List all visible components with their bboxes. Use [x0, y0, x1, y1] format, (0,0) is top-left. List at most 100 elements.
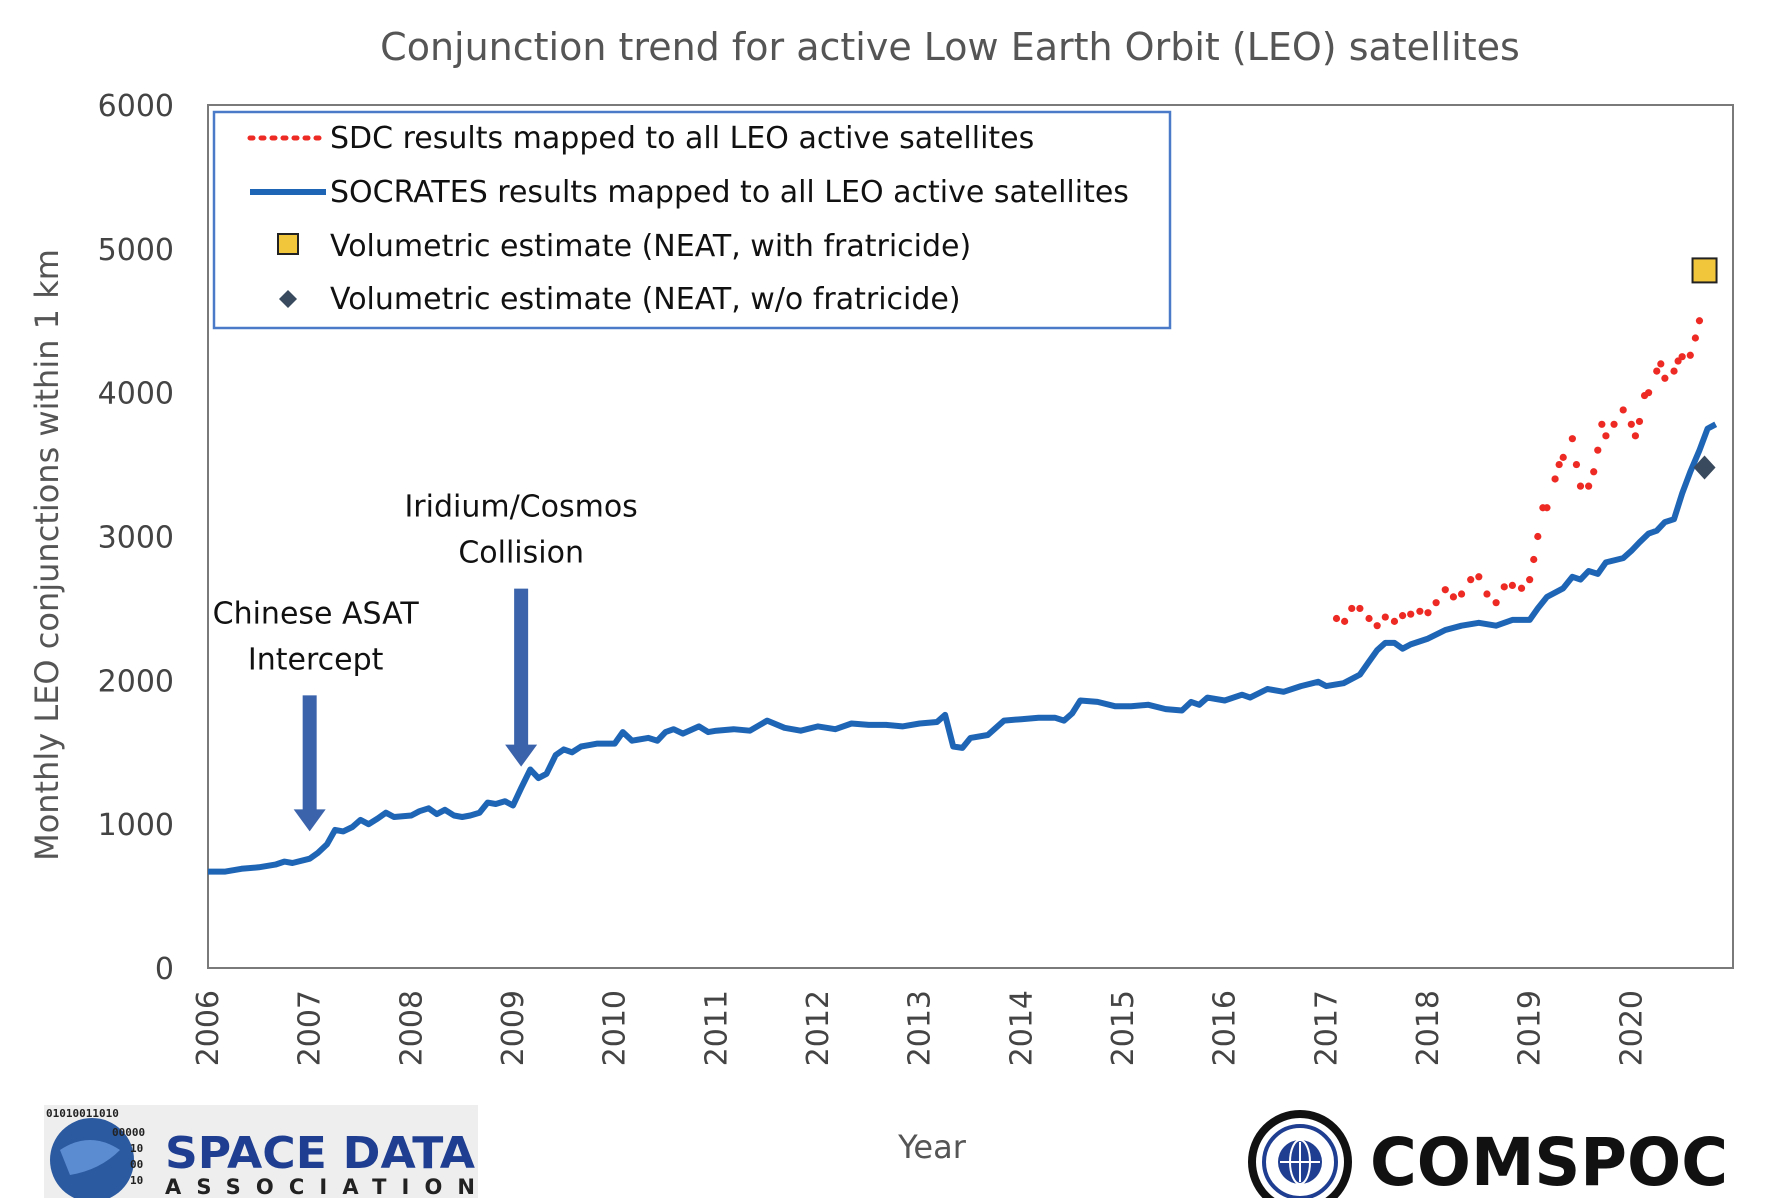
x-tick-label: 2011: [699, 990, 734, 1066]
sdc-data-point: [1585, 482, 1593, 490]
y-tick-label: 2000: [98, 664, 174, 699]
sdc-data-point: [1695, 317, 1704, 325]
sdc-data-point: [1356, 604, 1364, 613]
sdc-data-point: [1627, 420, 1635, 428]
legend-neat-with-swatch: [277, 233, 299, 255]
x-tick-label: 2018: [1411, 990, 1446, 1066]
sdc-data-point: [1653, 367, 1661, 375]
y-tick-label: 1000: [98, 808, 174, 843]
legend-sdc-label: SDC results mapped to all LEO active sat…: [330, 121, 1034, 156]
sda-binary-line2: 00000: [112, 1126, 145, 1139]
sda-binary-line1: 01010011010: [46, 1107, 119, 1120]
x-axis-label: Year: [897, 1128, 967, 1166]
sdc-data-point: [1686, 351, 1694, 359]
sdc-data-point: [1475, 573, 1483, 581]
x-tick-label: 2016: [1208, 990, 1243, 1066]
legend-neat-without-label: Volumetric estimate (NEAT, w/o fratricid…: [330, 282, 961, 317]
plot-frame: [207, 104, 1734, 969]
legend-box: [212, 110, 1172, 330]
x-tick-label: 2017: [1309, 990, 1344, 1066]
sdc-data-point: [1483, 590, 1491, 598]
sdc-data-point: [1555, 460, 1563, 469]
space-data-association-logo: 01010011010 00000 10 00 10 SPACE DATA AS…: [44, 1105, 478, 1198]
neat-without-fratricide-point: [1693, 455, 1716, 480]
y-axis-label: Monthly LEO conjunctions within 1 km: [28, 249, 66, 861]
x-tick-label: 2012: [801, 990, 836, 1066]
y-tick-labels: 0 1000 2000 3000 4000 5000 6000: [98, 89, 174, 987]
legend-socrates-label: SOCRATES results mapped to all LEO activ…: [330, 175, 1129, 210]
sdc-data-point: [1432, 599, 1440, 607]
x-tick-label: 2020: [1614, 990, 1649, 1066]
comspoc-logo: COMSPOC: [1248, 1110, 1728, 1198]
annotation-label: Collision: [458, 536, 584, 571]
sdc-data-point: [1661, 374, 1669, 382]
x-tick-label: 2014: [1004, 990, 1039, 1066]
annotations: Chinese ASAT Intercept Iridium/Cosmos Colli…: [213, 490, 638, 832]
sdc-data-point: [1551, 475, 1559, 483]
sdc-data-point: [1590, 468, 1598, 476]
sda-binary-line3: 10: [130, 1142, 143, 1155]
sdc-data-point: [1341, 617, 1349, 625]
sdc-data-point: [1572, 460, 1581, 469]
sdc-data-point: [1390, 617, 1399, 625]
comspoc-ring-icon: [1248, 1110, 1352, 1198]
sdc-data-point: [1534, 532, 1542, 541]
annotation-arrow-head: [293, 809, 326, 832]
sdc-data-point: [1467, 576, 1475, 584]
legend: SDC results mapped to all LEO active sat…: [212, 110, 1172, 330]
neat-with-fratricide-point: [1691, 257, 1718, 284]
sdc-data-point: [1517, 584, 1526, 592]
sdc-data-point: [1424, 609, 1432, 617]
sdc-data-point: [1441, 586, 1449, 594]
sda-binary-line5: 10: [130, 1174, 143, 1187]
x-tick-label: 2007: [293, 990, 328, 1066]
sdc-data-point: [1398, 612, 1407, 620]
plot-axes: [207, 104, 1734, 969]
sdc-data-point: [1559, 453, 1567, 461]
x-tick-label: 2010: [598, 990, 633, 1066]
x-tick-label: 2006: [191, 990, 226, 1066]
data-series: [208, 257, 1718, 875]
sdc-data-point: [1407, 610, 1415, 618]
sdc-data-point: [1602, 432, 1610, 440]
sdc-data-point: [1457, 590, 1466, 598]
y-tick-label: 6000: [98, 89, 174, 124]
sdc-data-point: [1508, 581, 1516, 590]
legend-neat-without-swatch: [279, 290, 297, 308]
sdc-data-point: [1645, 389, 1653, 397]
sdc-data-point: [1670, 367, 1678, 375]
socrates-series-line: [208, 421, 1718, 875]
sdc-data-point: [1576, 482, 1585, 490]
sdc-data-point: [1610, 420, 1618, 428]
y-tick-label: 4000: [98, 377, 174, 412]
sdc-data-point: [1635, 417, 1644, 426]
sdc-data-point: [1678, 353, 1686, 361]
x-tick-label: 2008: [394, 990, 429, 1066]
sdc-data-point: [1526, 576, 1534, 584]
sdc-data-point: [1381, 613, 1389, 621]
chart-title: Conjunction trend for active Low Earth O…: [380, 25, 1520, 69]
y-tick-label: 0: [155, 952, 174, 987]
sdc-data-point: [1691, 334, 1699, 342]
sdc-data-point: [1416, 607, 1424, 615]
sdc-data-point: [1619, 406, 1627, 414]
sdc-data-point: [1543, 504, 1551, 512]
y-tick-label: 3000: [98, 521, 174, 556]
sdc-data-point: [1373, 622, 1381, 630]
annotation-label: Chinese ASAT: [213, 596, 420, 631]
x-tick-label: 2009: [496, 990, 531, 1066]
x-tick-label: 2015: [1106, 990, 1141, 1066]
sdc-data-point: [1631, 432, 1639, 440]
sdc-data-point: [1348, 604, 1356, 613]
sdc-data-point: [1365, 614, 1373, 623]
sdc-data-point: [1530, 555, 1538, 564]
sdc-data-point: [1449, 593, 1458, 601]
sdc-data-point: [1568, 435, 1576, 443]
sdc-data-point: [1598, 420, 1606, 428]
sdc-data-point: [1332, 614, 1341, 623]
sdc-data-point: [1657, 360, 1665, 368]
annotation-label: Intercept: [248, 642, 384, 677]
x-tick-labels: 2006 2007 2008 2009 2010 2011 2012 2013 2014 2015…: [191, 990, 1649, 1066]
annotation-arrow-head: [505, 744, 538, 767]
